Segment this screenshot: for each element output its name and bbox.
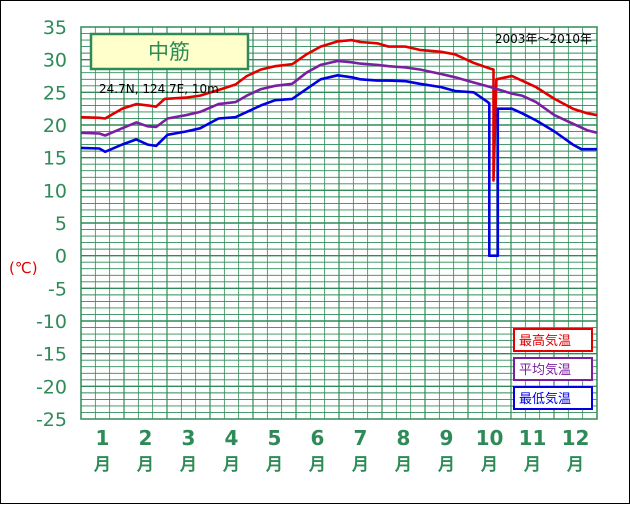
legend-label-max: 最高気温 <box>519 333 571 349</box>
month-number-label: 9 <box>440 426 454 450</box>
station-title: 中筋 <box>148 40 190 64</box>
month-number-label: 5 <box>268 426 282 450</box>
station-coords: 24.7N, 124.7E, 10m <box>99 82 219 96</box>
month-number-label: 11 <box>519 426 547 450</box>
legend-label-min: 最低気温 <box>519 391 571 407</box>
month-unit-label: 月 <box>308 455 326 475</box>
month-unit-label: 月 <box>480 455 498 475</box>
month-number-label: 1 <box>96 426 110 450</box>
month-number-label: 12 <box>562 426 590 450</box>
month-unit-label: 月 <box>523 455 541 475</box>
month-unit-label: 月 <box>265 455 283 475</box>
y-tick-label: -20 <box>36 376 67 398</box>
y-tick-label: 15 <box>43 148 67 170</box>
series-lines <box>80 38 598 257</box>
month-number-label: 2 <box>139 426 153 450</box>
y-tick-label: 35 <box>43 17 67 39</box>
legend-box-max <box>513 328 593 352</box>
legend: 最高気温 平均気温 最低気温 <box>513 328 593 410</box>
legend-box-min <box>513 386 593 410</box>
month-unit-label: 月 <box>351 455 369 475</box>
month-unit-label: 月 <box>437 455 455 475</box>
month-number-label: 10 <box>476 426 504 450</box>
legend-label-avg: 平均気温 <box>519 362 571 378</box>
month-number-label: 8 <box>397 426 411 450</box>
month-unit-label: 月 <box>394 455 412 475</box>
period-label: 2003年～2010年 <box>495 32 592 46</box>
month-number-label: 3 <box>182 426 196 450</box>
y-tick-label: -5 <box>48 278 67 300</box>
month-unit-label: 月 <box>566 455 584 475</box>
month-unit-label: 月 <box>179 455 197 475</box>
month-number-label: 6 <box>311 426 325 450</box>
y-tick-label: -15 <box>36 344 67 366</box>
y-tick-label: 30 <box>43 50 67 72</box>
month-number-label: 7 <box>354 426 368 450</box>
y-tick-label: 5 <box>55 213 67 235</box>
month-unit-label: 月 <box>136 455 154 475</box>
station-title-box <box>89 32 250 71</box>
y-tick-label: 0 <box>55 246 67 268</box>
series-line-2 <box>80 74 597 257</box>
y-tick-label: 25 <box>43 82 67 104</box>
y-tick-label: -10 <box>36 311 67 333</box>
y-tick-label: 20 <box>43 115 67 137</box>
month-labels: 1 月 2 月 3 月 4 月 5 月 6 月 7 月 8 月 9 月 10 月 11 月 12 月 <box>93 426 589 475</box>
y-tick-label: 10 <box>43 180 67 202</box>
month-number-label: 4 <box>225 426 239 450</box>
month-unit-label: 月 <box>222 455 240 475</box>
unit-label: (℃) <box>9 259 38 277</box>
legend-box-avg <box>513 357 593 381</box>
y-tick-label: -25 <box>36 409 67 431</box>
month-unit-label: 月 <box>93 455 111 475</box>
y-tick-labels: 35 30 25 20 15 10 5 0 -5 -10 -15 -20 -25 <box>36 17 67 431</box>
series-line-0 <box>80 38 598 182</box>
series-line-1 <box>80 59 598 137</box>
